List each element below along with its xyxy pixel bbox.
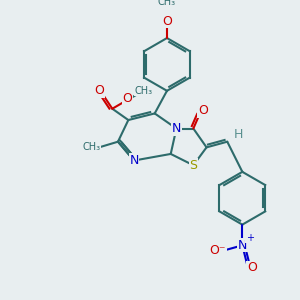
Text: +: + — [246, 233, 254, 243]
Text: O: O — [94, 84, 104, 97]
Text: O⁻: O⁻ — [210, 244, 226, 256]
Text: O: O — [162, 15, 172, 28]
Text: O: O — [122, 92, 132, 105]
Text: N: N — [129, 154, 139, 167]
Text: CH₃: CH₃ — [82, 142, 100, 152]
Text: H: H — [234, 128, 243, 141]
Text: N: N — [172, 122, 181, 135]
Text: CH₃: CH₃ — [134, 86, 152, 96]
Text: O: O — [247, 262, 257, 275]
Text: S: S — [189, 159, 197, 172]
Text: CH₃: CH₃ — [158, 0, 176, 7]
Text: N: N — [238, 239, 247, 252]
Text: O: O — [198, 104, 208, 117]
